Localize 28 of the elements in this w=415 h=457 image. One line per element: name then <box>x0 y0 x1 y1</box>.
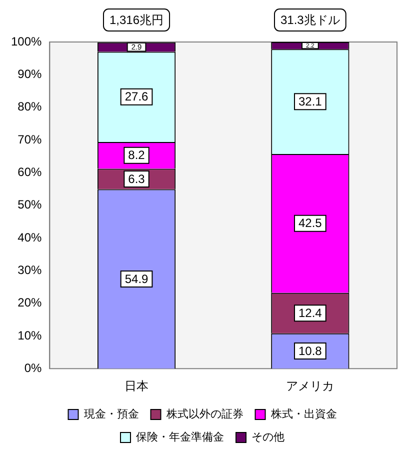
legend-label: 現金・預金 <box>84 408 139 421</box>
x-tick-label: アメリカ <box>286 379 334 394</box>
y-tick-label: 0% <box>24 360 42 375</box>
y-tick-label: 20% <box>18 296 42 310</box>
annotation: 31.3兆ドル <box>280 12 340 27</box>
y-tick-label: 70% <box>18 132 42 146</box>
legend-label: 株式以外の証券 <box>165 408 244 421</box>
y-tick-label: 40% <box>18 230 42 244</box>
data-label: 8.2 <box>128 148 146 162</box>
y-tick-label: 90% <box>18 66 42 81</box>
legend-label: 保険・年金準備金 <box>136 432 224 444</box>
legend-label: その他 <box>252 432 284 444</box>
data-label: 6.3 <box>128 172 146 186</box>
data-label: 42.5 <box>298 216 322 230</box>
y-tick-label: 50% <box>18 198 42 212</box>
y-tick-label: 10% <box>18 328 42 342</box>
data-label: 54.9 <box>124 272 149 286</box>
legend-label: 株式・出資金 <box>270 408 337 421</box>
y-tick-label: 80% <box>18 100 42 114</box>
annotation: 1,316兆円 <box>110 12 164 27</box>
y-tick-label: 100% <box>10 34 42 48</box>
data-label: 32.1 <box>298 94 322 108</box>
y-tick-label: 30% <box>18 262 42 277</box>
y-tick-label: 60% <box>18 164 42 179</box>
data-label: 27.6 <box>124 90 149 104</box>
data-label: 10.8 <box>298 344 322 358</box>
data-label: 12.4 <box>298 306 322 320</box>
x-tick-label: 日本 <box>124 379 149 394</box>
